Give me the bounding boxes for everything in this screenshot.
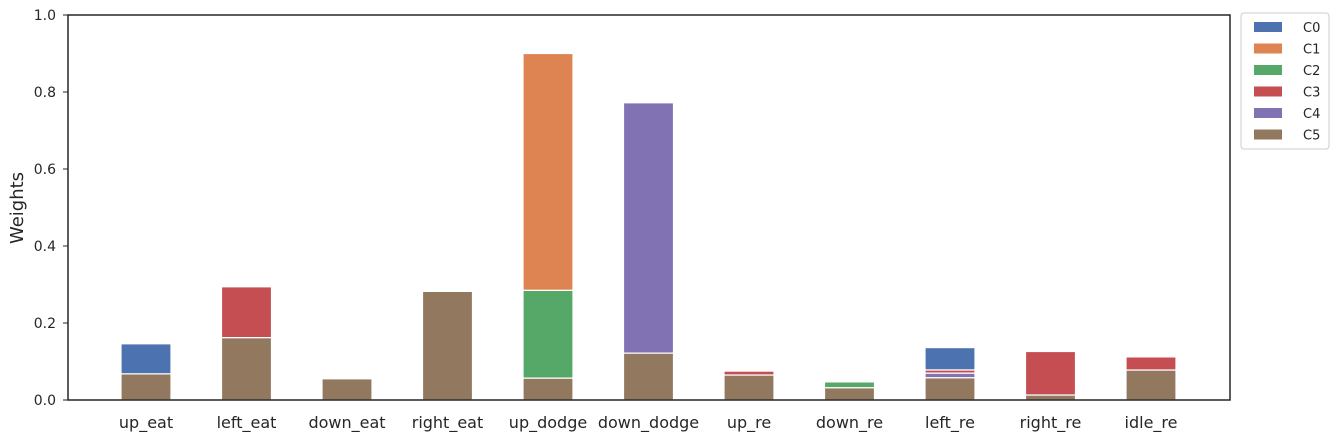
bar-up_re-C5 bbox=[723, 374, 775, 401]
y-tick-label: 0.0 bbox=[34, 393, 56, 409]
legend-label: C0 bbox=[1303, 21, 1320, 36]
y-tick-label: 0.6 bbox=[34, 162, 56, 178]
legend-swatch-C3 bbox=[1254, 86, 1282, 97]
bar-up_dodge-C2 bbox=[522, 289, 574, 379]
bar-up_eat-C0 bbox=[120, 343, 172, 375]
bar-right_re-C3 bbox=[1024, 350, 1077, 396]
x-tick-label: down_eat bbox=[308, 413, 385, 433]
bar-down_re-C5 bbox=[823, 387, 876, 401]
legend-label: C2 bbox=[1303, 64, 1320, 79]
bar-left_eat-C3 bbox=[220, 286, 273, 339]
bar-left_eat-C5 bbox=[220, 337, 273, 401]
x-tick-label: left_re bbox=[925, 413, 975, 433]
x-tick-label: right_eat bbox=[412, 413, 484, 433]
bar-right_eat-C5 bbox=[421, 290, 474, 401]
bar-up_re-C3 bbox=[723, 370, 775, 376]
bar-up_dodge-C1 bbox=[522, 52, 574, 291]
bar-up_dodge-C5 bbox=[522, 377, 574, 401]
legend-swatch-C5 bbox=[1254, 129, 1282, 140]
y-tick-label: 1.0 bbox=[34, 8, 56, 24]
bar-down_eat-C5 bbox=[321, 378, 373, 401]
legend-swatch-C0 bbox=[1254, 22, 1282, 32]
legend-label: C4 bbox=[1303, 107, 1320, 122]
x-tick-label: down_dodge bbox=[598, 413, 699, 433]
plot-frame bbox=[67, 14, 1231, 401]
x-tick-label: up_re bbox=[727, 413, 771, 433]
legend-label: C1 bbox=[1303, 43, 1320, 58]
bar-left_re-C4 bbox=[924, 372, 976, 379]
y-tick-label: 0.8 bbox=[34, 85, 56, 101]
y-tick-label: 0.2 bbox=[34, 316, 56, 332]
y-axis: 0.0 0.2 0.4 0.6 0.8 1.0 bbox=[34, 8, 68, 409]
legend-swatch-C2 bbox=[1254, 65, 1282, 75]
y-axis-label: Weights bbox=[7, 172, 28, 244]
bar-down_dodge-C4 bbox=[622, 102, 675, 354]
legend-swatch-C4 bbox=[1254, 108, 1282, 118]
x-tick-label: idle_re bbox=[1125, 413, 1178, 433]
x-tick-label: right_re bbox=[1020, 413, 1082, 433]
bar-down_re-C2 bbox=[823, 381, 876, 389]
bar-left_re-C5 bbox=[924, 377, 976, 401]
y-tick-label: 0.4 bbox=[34, 239, 56, 255]
bar-up_eat-C5 bbox=[120, 373, 172, 401]
bar-down_dodge-C5 bbox=[622, 352, 675, 401]
bar-idle_re-C3 bbox=[1125, 356, 1177, 371]
legend-label: C3 bbox=[1303, 86, 1320, 101]
bars-group bbox=[120, 52, 1177, 401]
x-tick-label: up_dodge bbox=[509, 413, 587, 433]
x-tick-label: up_eat bbox=[119, 413, 173, 433]
x-axis: up_eat left_eat down_eat right_eat up_dodge d… bbox=[119, 413, 1178, 433]
bar-left_re-C0 bbox=[924, 347, 976, 371]
x-tick-label: left_eat bbox=[217, 413, 277, 433]
legend-label: C5 bbox=[1303, 129, 1320, 144]
legend-swatch-C1 bbox=[1254, 43, 1282, 54]
legend: C0 C1 C2 C3 C4 C5 bbox=[1240, 12, 1330, 150]
bar-idle_re-C5 bbox=[1125, 369, 1177, 401]
x-tick-label: down_re bbox=[816, 413, 883, 433]
